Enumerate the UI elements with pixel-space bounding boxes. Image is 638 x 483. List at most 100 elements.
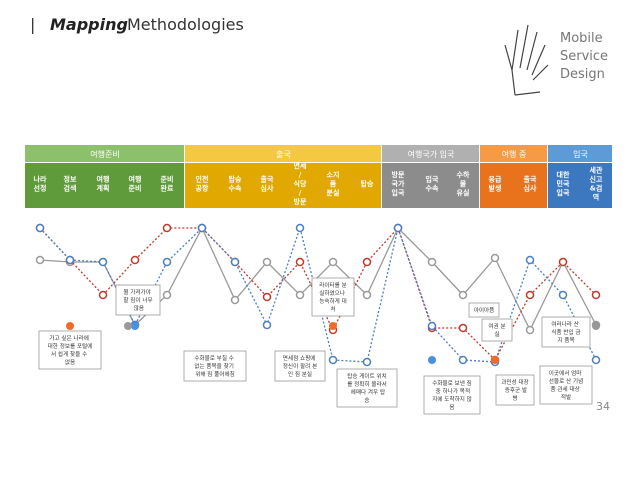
phase-label: 입국 [573,150,588,159]
phase-steps [382,163,479,208]
journey-point [591,290,601,300]
journey-point [98,290,108,300]
journey-point [591,355,601,365]
journey-point [98,257,108,267]
step-label: 탑승 수속 [229,175,242,193]
journey-point [162,223,172,233]
journey-point [295,290,305,300]
journey-point [35,255,45,265]
annotation-box [336,368,398,408]
annotation-box [495,374,535,406]
phase-header [185,145,381,162]
step-label: 수하 물 유실 [457,170,470,197]
step-label: 준비 완료 [161,175,174,193]
phase-header [480,145,547,162]
highlight-point [124,322,132,330]
annotation-box [274,350,326,382]
logo-line: Service [560,49,608,64]
journey-point [262,292,272,302]
step-label: 출국 심사 [524,175,537,193]
phase-label: 여행 중 [502,149,527,159]
journey-point [525,325,535,335]
highlight-point [131,322,139,330]
journey-point [162,257,172,267]
step-label: 입국 수속 [426,175,439,193]
annotation-box [468,302,500,318]
journey-point [558,257,568,267]
journey-point [490,253,500,263]
step-label: 여행 준비 [129,175,142,193]
journey-point [35,223,45,233]
step-label: 면세 / 식당 / 방문 [294,161,307,206]
annotation-text: 수화물로 부칠 수 없는 품목을 찾기 위해 짐 풀어헤침 [194,354,235,378]
journey-point [558,290,568,300]
page-number: 34 [596,400,610,413]
step-label: 방문 국가 입국 [392,170,405,197]
step-label: 출국 심사 [261,175,274,193]
journey-point [362,257,372,267]
phase-steps [548,163,612,208]
step-label: 응급 발생 [489,175,502,193]
annotation-box [481,318,513,342]
journey-point [427,321,437,331]
logo-line: Mobile [560,31,603,46]
journey-point [525,255,535,265]
step-label: 정보 검색 [64,175,77,193]
annotation-box [541,316,591,348]
phase-label: 여행준비 [90,149,119,159]
journey-point [230,257,240,267]
journey-point [295,223,305,233]
phase-header [25,145,184,162]
header-title: Methodologies [127,15,244,34]
annotation-text: 아이아픔 [474,306,495,314]
step-label: 여행 계획 [97,175,110,193]
step-label: 나라 선정 [34,175,47,193]
phase-header [548,145,612,162]
journey-point [525,290,535,300]
highlight-point [329,322,337,330]
phase-label: 여행국가 입국 [408,149,455,159]
phase-header [382,145,479,162]
annotation-text: 가고 싶은 나라에 대한 정보를 포털에 서 쉽게 찾을 수 없음 [48,334,93,366]
journey-point [362,290,372,300]
phase-steps [480,163,547,208]
annotation-text: 이곳에서 엄마 선물로 산 기념 품 관세 대상 적발 [549,369,583,401]
journey-point [458,290,468,300]
journey-point [427,257,437,267]
phase-steps [185,163,381,208]
annotation-box [423,375,481,415]
journey-point [328,355,338,365]
journey-point [393,223,403,233]
journey-point [362,357,372,367]
highlight-point [592,322,600,330]
annotation-box [38,330,102,370]
journey-point [458,323,468,333]
annotation-box [183,350,247,382]
annotation-box [115,284,161,316]
step-label: 세관 신고 &검 역 [590,166,603,202]
highlight-point [66,322,74,330]
journey-point [328,257,338,267]
step-label: 대한 민국 입국 [557,170,570,197]
header-bold: Mapping [50,15,128,34]
annotation-box [539,365,593,405]
journey-point [162,290,172,300]
journey-point [262,320,272,330]
phase-steps [25,163,184,208]
journey-point [230,295,240,305]
phase-label: 출국 [276,149,291,159]
journey-point [65,255,75,265]
hand-icon [504,24,549,96]
highlight-point [491,356,499,364]
journey-point [197,223,207,233]
logo-line: Design [560,67,605,82]
